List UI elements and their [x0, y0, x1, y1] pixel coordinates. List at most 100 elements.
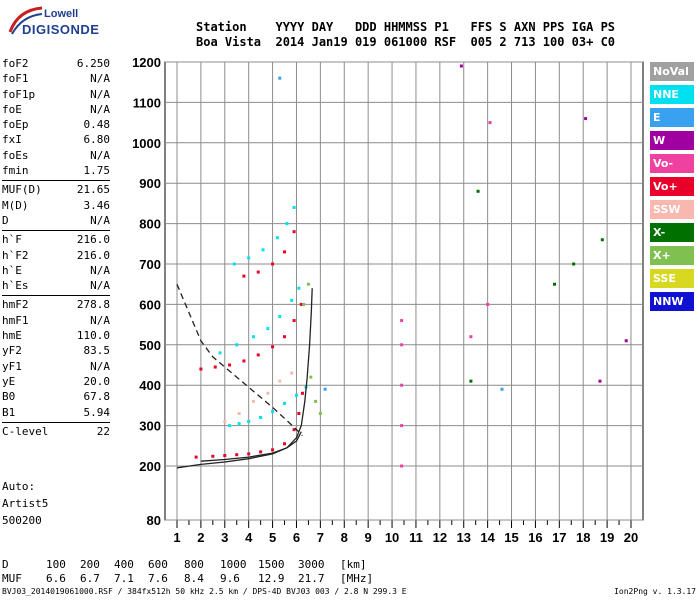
legend-item-ssw: SSW [650, 200, 694, 219]
distance-row-value: 100 [46, 558, 66, 571]
y-tick-label: 200 [139, 459, 161, 474]
muf-row-value: 9.6 [220, 572, 240, 585]
param-value: 0.48 [83, 118, 111, 132]
param-label: yF1 [2, 359, 22, 373]
muf-row-value: 6.6 [46, 572, 66, 585]
x-tick-label: 18 [576, 530, 590, 545]
param-row: yE 20.0 [2, 374, 110, 389]
muf-row-value: 21.7 [298, 572, 325, 585]
echo-point [275, 236, 279, 240]
y-tick-label: 400 [139, 378, 161, 393]
param-value: N/A [90, 87, 110, 101]
echo-point [469, 335, 473, 339]
echo-point [400, 464, 404, 468]
distance-row-value: 400 [114, 558, 134, 571]
x-tick-label: 9 [365, 530, 372, 545]
param-value: 20.0 [83, 374, 111, 388]
distance-row-value: 800 [184, 558, 204, 571]
param-separator [2, 295, 110, 297]
param-label: M(D) [2, 198, 29, 212]
param-label: hmF1 [2, 313, 29, 327]
param-row: MUF(D) 21.65 [2, 182, 110, 197]
echo-point [232, 262, 236, 266]
echo-point [266, 391, 270, 395]
logo-text-lowell: Lowell [44, 8, 79, 20]
echo-point [323, 387, 327, 391]
param-label: foF1p [2, 87, 36, 101]
echo-point [290, 298, 294, 302]
echo-point [283, 442, 287, 446]
echo-point [235, 453, 239, 457]
echo-point [218, 351, 222, 355]
polarization-legend: NoVal NNE E W Vo- Vo+ SSW X- X+ SSE NNW [650, 62, 694, 315]
echo-point [292, 319, 296, 323]
param-separator [2, 421, 110, 423]
trace-fit-curve [200, 431, 302, 462]
software-version: Ion2Png v. 1.3.17 [614, 587, 696, 596]
param-value: 83.5 [83, 344, 111, 358]
y-tick-label: 800 [139, 217, 161, 232]
param-value: N/A [90, 72, 110, 86]
y-tick-label: 600 [139, 297, 161, 312]
echo-point [278, 76, 282, 80]
legend-item-e: E [650, 108, 694, 127]
x-tick-label: 14 [480, 530, 495, 545]
info-version: 500200 [2, 514, 42, 527]
echo-point [297, 286, 301, 290]
y-tick-label: 900 [139, 176, 161, 191]
x-tick-label: 6 [293, 530, 300, 545]
echo-point [500, 387, 504, 391]
echo-point [237, 411, 241, 415]
autoscaling-info: Auto: Artist5 500200 [2, 478, 48, 529]
legend-item-nnw: NNW [650, 292, 694, 311]
param-row: foF2 6.250 [2, 56, 110, 71]
echo-point [598, 379, 602, 383]
param-value: 6.80 [83, 133, 111, 147]
param-row: foEs N/A [2, 148, 110, 163]
info-mode: Auto: [2, 480, 36, 493]
echo-point [476, 189, 480, 193]
param-value: 5.94 [83, 405, 111, 419]
param-label: foF2 [2, 57, 29, 70]
echo-point [299, 302, 303, 306]
x-tick-label: 15 [504, 530, 518, 545]
x-tick-label: 20 [624, 530, 638, 545]
param-label: foEs [2, 148, 29, 162]
param-value: N/A [90, 279, 110, 293]
y-tick-label: 1100 [133, 95, 161, 110]
echo-point [271, 409, 275, 413]
echo-point [486, 302, 490, 306]
echo-point [283, 335, 287, 339]
param-value: N/A [90, 359, 110, 373]
echo-point [314, 399, 318, 403]
logo-swoosh-icon [8, 6, 43, 35]
echo-point [278, 315, 282, 319]
echo-point [488, 121, 492, 125]
param-value: N/A [90, 263, 110, 277]
param-separator [2, 180, 110, 182]
echo-point [259, 416, 263, 420]
echo-point [294, 393, 298, 397]
param-label: hmF2 [2, 298, 29, 312]
param-row: fxI 6.80 [2, 132, 110, 147]
header-values: Boa Vista 2014 Jan19 019 061000 RSF 005 … [196, 35, 616, 49]
param-label: fxI [2, 133, 22, 147]
param-label: B1 [2, 405, 16, 419]
param-label: yE [2, 374, 16, 388]
param-row: C-level 22 [2, 424, 110, 439]
header-columns: Station YYYY DAY DDD HHMMSS P1 FFS S AXN… [196, 20, 616, 34]
echo-point [266, 327, 270, 331]
y-tick-label: 1000 [132, 136, 161, 151]
echo-point [285, 222, 289, 226]
param-row: yF2 83.5 [2, 343, 110, 358]
scaled-parameters-panel: foF2 6.250 foF1 N/A foF1p N/A foE N/A foEp 0.48 fx… [2, 56, 110, 439]
param-row: h`F 216.0 [2, 232, 110, 247]
echo-point [247, 420, 251, 424]
echo-point [271, 345, 275, 349]
param-row: h`F2 216.0 [2, 248, 110, 263]
legend-item-w: W [650, 131, 694, 150]
echo-point [213, 365, 217, 369]
param-value: 67.8 [83, 390, 111, 404]
distance-row-value: 600 [148, 558, 168, 571]
param-value: 6.250 [76, 57, 110, 70]
